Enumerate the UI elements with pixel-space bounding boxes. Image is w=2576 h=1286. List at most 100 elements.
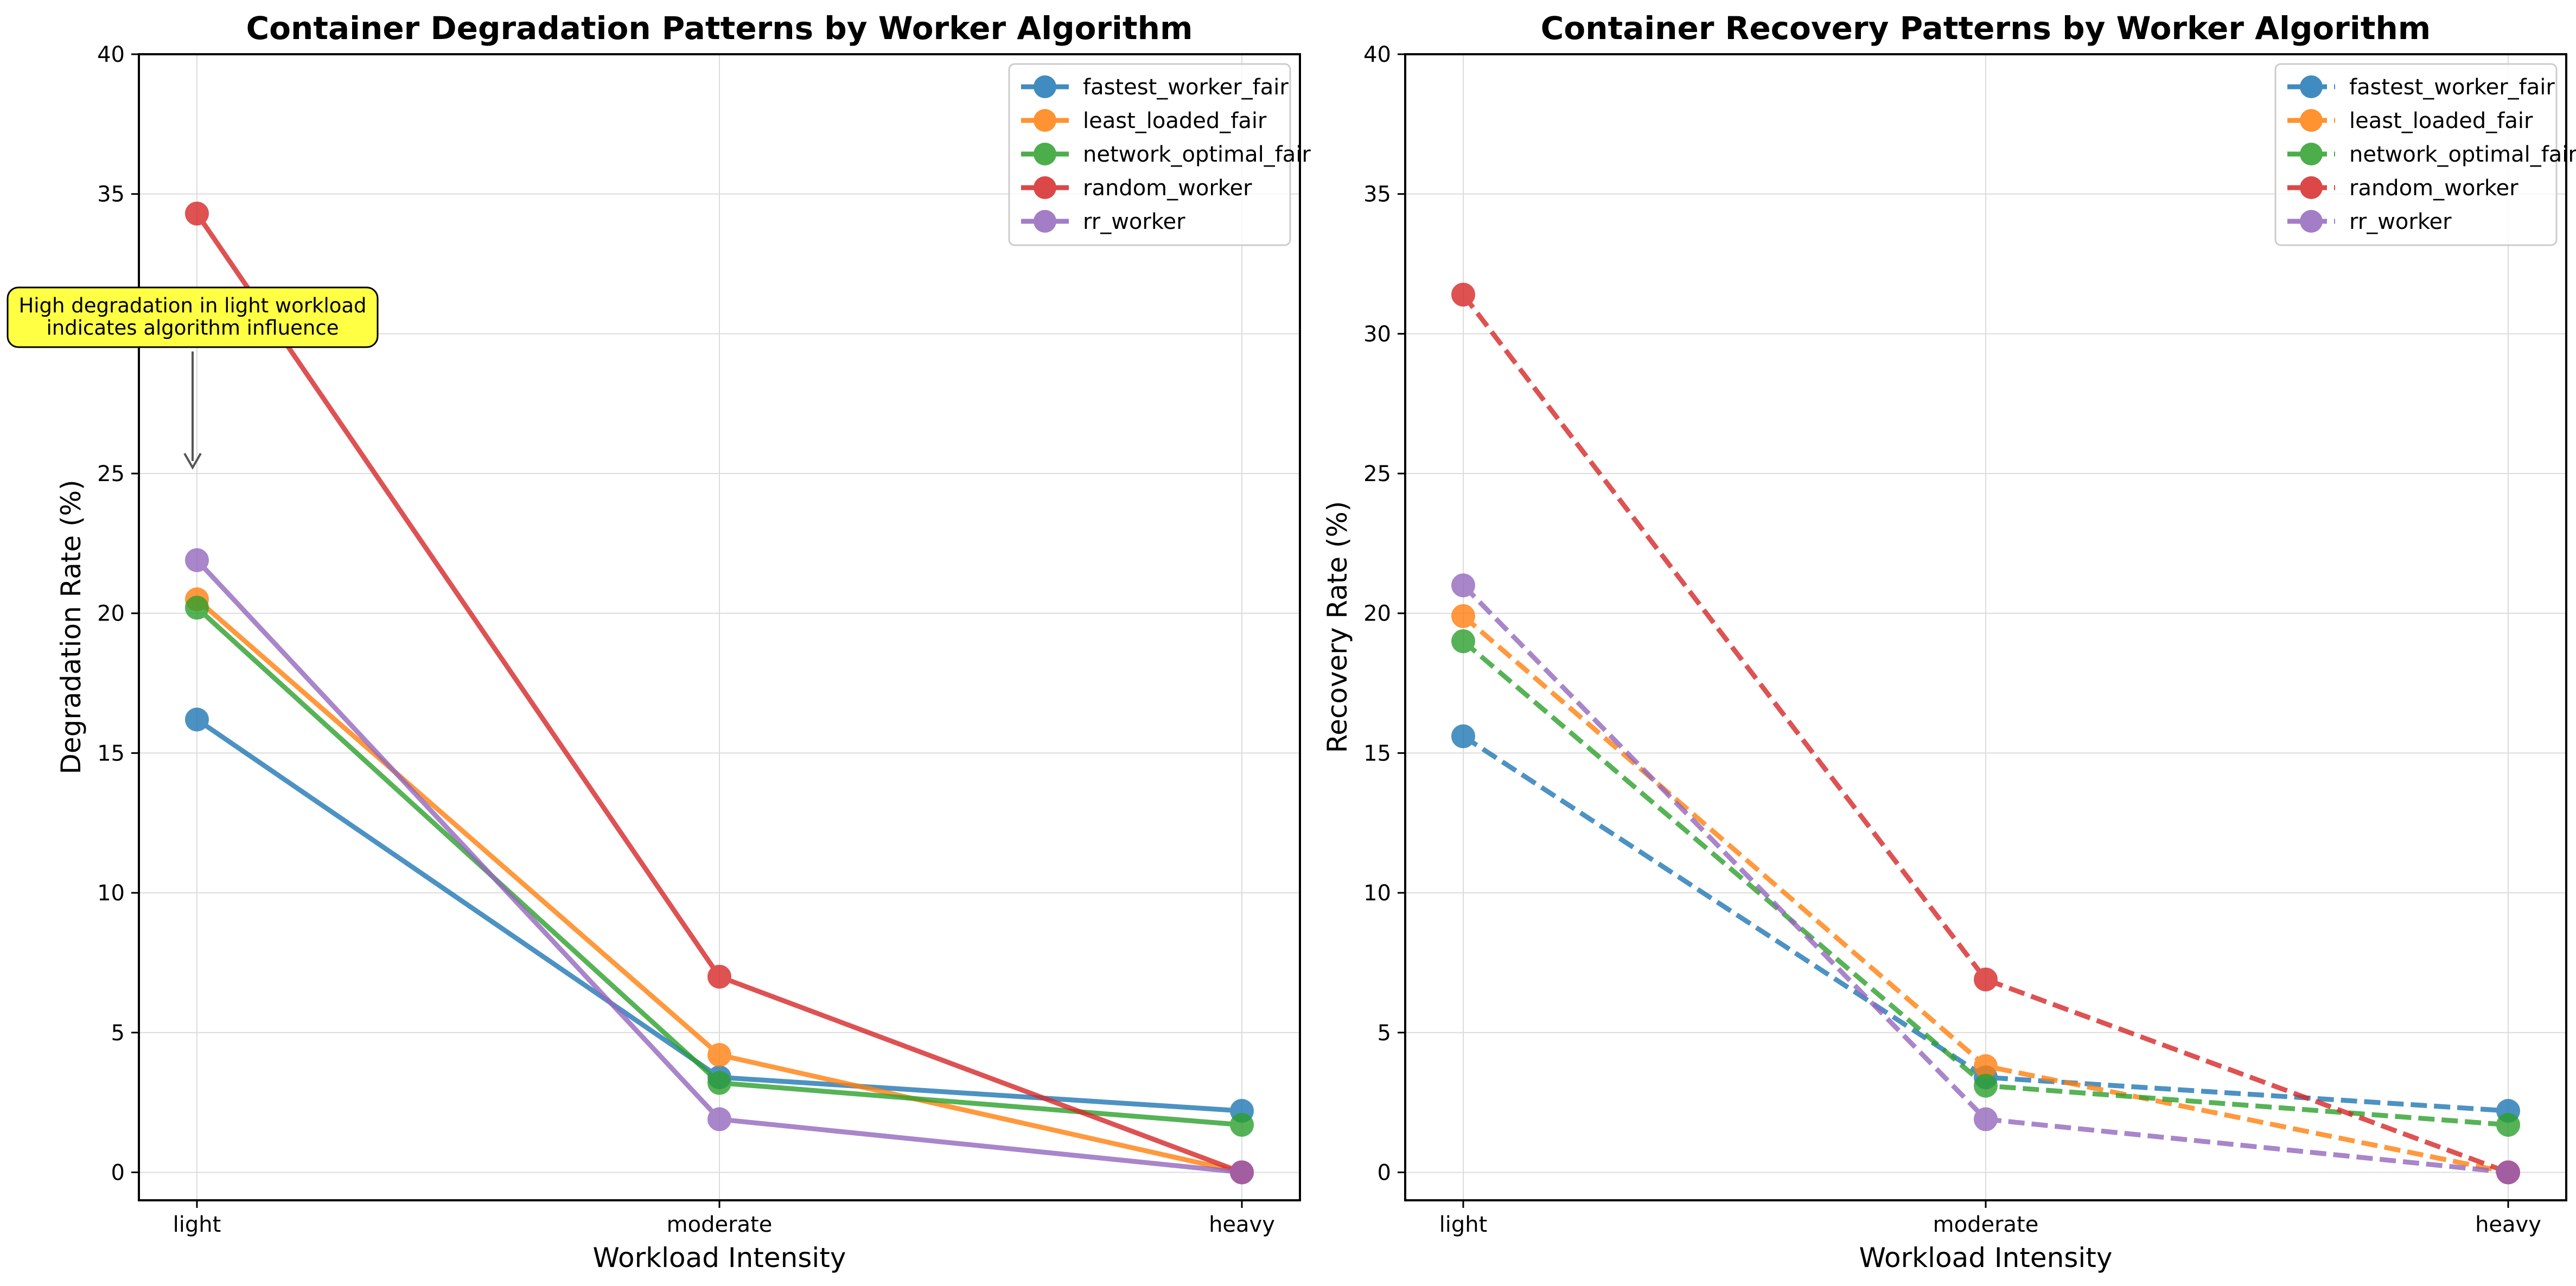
legend-marker (1034, 75, 1056, 98)
x-tick-label: heavy (1209, 1212, 1275, 1237)
legend-frame (2274, 63, 2558, 246)
legend-marker (2300, 143, 2323, 165)
y-tick-label: 40 (97, 42, 125, 67)
series-line (1461, 293, 2509, 1175)
legend-item (2287, 143, 2335, 165)
data-point (185, 201, 209, 226)
legend-item (2287, 109, 2335, 132)
series-network_optimal_fair (185, 596, 1254, 1137)
data-point (1451, 629, 1475, 654)
data-point (185, 707, 209, 732)
legend-item (1021, 109, 1069, 132)
legend: fastest_worker_fair least_loaded_fairnetw… (1008, 63, 1311, 246)
data-point (1974, 1073, 1998, 1098)
legend-marker (1034, 109, 1056, 132)
legend-label: network_optimal_fair (2349, 142, 2576, 167)
legend-marker (2300, 210, 2323, 233)
y-tick-label: 5 (1378, 1021, 1391, 1046)
degradation-chart: Container Degradation Patterns by Worker… (7, 10, 1311, 1274)
y-tick-label: 0 (111, 1160, 125, 1185)
data-point (1451, 604, 1475, 628)
x-tick-label: moderate (1933, 1212, 2039, 1237)
y-tick-label: 0 (1378, 1160, 1391, 1185)
data-point (1451, 283, 1475, 307)
legend-item (1021, 75, 1069, 98)
y-tick-label: 20 (1363, 602, 1391, 626)
series-rr_worker (185, 548, 1254, 1185)
legend-label: fastest_worker_fair (2349, 75, 2555, 100)
y-tick-label: 10 (97, 881, 125, 906)
x-ticks: light moderate heavy (1439, 1200, 2541, 1237)
legend-label: least_loaded_fair (2349, 108, 2533, 133)
series-lines (185, 201, 1254, 1185)
y-tick-label: 20 (97, 602, 125, 626)
data-point (1974, 1107, 1998, 1131)
y-tick-label: 30 (1363, 322, 1391, 347)
plot-frame (138, 53, 1301, 1201)
legend-label: random_worker (1083, 176, 1252, 201)
y-tick-label: 15 (1363, 741, 1391, 766)
legend-label: least_loaded_fair (1083, 108, 1267, 133)
x-tick-label: heavy (2475, 1212, 2541, 1237)
legend-marker (1034, 210, 1056, 233)
legend-label: network_optimal_fair (1083, 142, 1311, 167)
data-point (1451, 724, 1475, 748)
data-point (707, 1071, 731, 1095)
legend-item (2287, 210, 2335, 233)
legend: fastest_worker_fair least_loaded_fairnetw… (2274, 63, 2576, 246)
annotation: High degradation in light workload indic… (7, 286, 379, 470)
legend-marker (1034, 176, 1056, 199)
y-tick-label: 10 (1363, 881, 1391, 906)
legend-marker (2300, 176, 2323, 199)
x-tick-label: light (1439, 1212, 1488, 1237)
legend-item (2287, 75, 2335, 98)
y-tick-label: 35 (1363, 182, 1391, 207)
y-axis-label: Degradation Rate (%) (55, 479, 87, 774)
legend-label: rr_worker (1083, 209, 1185, 234)
y-tick-label: 40 (1363, 42, 1391, 67)
chart-title: Container Degradation Patterns by Worker… (246, 10, 1193, 47)
recovery-chart: Container Recovery Patterns by Worker Al… (1322, 10, 2576, 1274)
data-point (2496, 1112, 2520, 1137)
series-rr_worker (1451, 573, 2520, 1185)
data-point (185, 596, 209, 620)
x-tick-label: light (173, 1212, 221, 1237)
data-point (185, 548, 209, 572)
annotation-box (7, 286, 379, 348)
x-axis-label: Workload Intensity (593, 1242, 846, 1274)
annotation-arrow-head (183, 453, 202, 470)
legend-marker (2300, 109, 2323, 132)
legend-marker (1034, 143, 1056, 165)
legend-item (1021, 176, 1069, 199)
series-lines (1451, 283, 2520, 1185)
data-point (1974, 967, 1998, 991)
legend-item (1021, 143, 1069, 165)
annotation-line-1: High degradation in light workload (18, 294, 366, 317)
data-point (1230, 1112, 1254, 1137)
plot-frame (1404, 53, 2567, 1201)
data-point (707, 1107, 731, 1131)
data-point (2496, 1160, 2520, 1185)
x-tick-label: moderate (667, 1212, 773, 1237)
legend-item (2287, 176, 2335, 199)
x-axis-label: Workload Intensity (1859, 1242, 2113, 1274)
y-tick-label: 5 (111, 1021, 125, 1046)
data-point (1451, 573, 1475, 598)
legend-label: rr_worker (2349, 209, 2452, 234)
legend-marker (2300, 75, 2323, 98)
y-ticks: 0 5 10 15 20 25 30 35 40 (1363, 42, 1405, 1185)
annotation-line-2: indicates algorithm influence (47, 316, 339, 340)
y-tick-label: 25 (97, 462, 125, 487)
legend-item (1021, 210, 1069, 233)
y-axis-label: Recovery Rate (%) (1322, 501, 1353, 753)
legend-label: random_worker (2349, 176, 2518, 201)
data-point (707, 964, 731, 989)
y-tick-label: 25 (1363, 462, 1391, 487)
chart-title: Container Recovery Patterns by Worker Al… (1541, 10, 2431, 47)
y-tick-label: 35 (97, 182, 125, 207)
series-network_optimal_fair (1451, 629, 2520, 1137)
y-tick-label: 15 (97, 741, 125, 766)
data-point (1230, 1160, 1254, 1185)
legend-frame (1008, 63, 1291, 246)
